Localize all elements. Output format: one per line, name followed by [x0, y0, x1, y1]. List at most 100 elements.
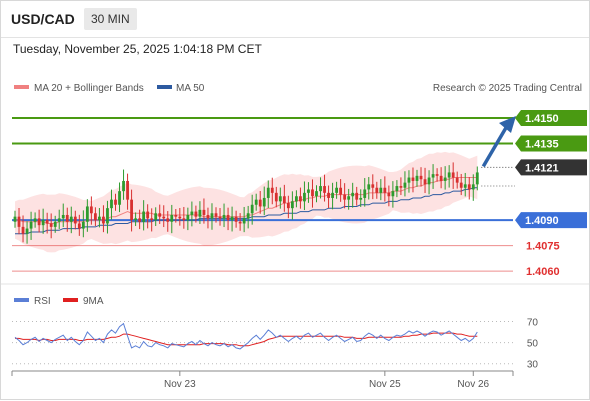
level-label-1-4060: 1.4060: [526, 266, 560, 278]
candle-body: [295, 196, 298, 202]
candle: [170, 204, 174, 234]
candlesticks: [13, 162, 479, 244]
timeframe-button[interactable]: 30 MIN: [84, 8, 137, 30]
candle: [299, 187, 302, 209]
candle-body: [81, 221, 85, 229]
level-label-text: 1.4060: [526, 266, 560, 278]
candle: [98, 207, 101, 228]
current-price-text: 1.4121: [525, 162, 559, 174]
candle: [106, 200, 109, 234]
candle: [459, 173, 463, 196]
candle-body: [234, 216, 238, 222]
candle: [94, 207, 97, 227]
candle: [282, 184, 286, 212]
rsi-legend-swatch: [14, 298, 29, 302]
rsi-panel: 70 50 30: [12, 317, 539, 371]
candle-body: [415, 175, 419, 181]
candle: [182, 206, 186, 229]
candle: [435, 168, 439, 182]
candle-body: [198, 209, 202, 217]
candle: [367, 177, 371, 200]
candle-body: [146, 211, 150, 219]
candle-body: [242, 218, 246, 224]
ma50-legend-label: MA 50: [176, 83, 205, 94]
rsi-line: [14, 322, 478, 350]
ma50-line: [15, 187, 478, 235]
candle-body: [222, 214, 226, 219]
candle: [254, 193, 258, 211]
candle-body: [286, 203, 290, 209]
candle-body: [134, 218, 137, 221]
candle: [138, 209, 142, 230]
candle: [471, 174, 475, 201]
candle: [335, 181, 338, 199]
level-label-box: [515, 135, 587, 152]
candle: [431, 164, 435, 189]
target-arrow: [481, 116, 516, 168]
candle: [278, 187, 282, 209]
candle: [114, 193, 117, 211]
candle-body: [102, 216, 105, 224]
candle: [234, 210, 238, 228]
candle: [447, 165, 451, 188]
level-label-1-4075: 1.4075: [526, 241, 560, 253]
candle-body: [351, 192, 355, 197]
candle: [226, 207, 230, 231]
candle: [77, 214, 81, 236]
candle: [214, 207, 218, 223]
candle-body: [122, 180, 125, 192]
candle-body: [210, 213, 214, 219]
candle-body: [290, 201, 294, 209]
candle-body: [431, 174, 435, 178]
rsi-tick-70: 70: [527, 317, 539, 328]
symbol-title: USD/CAD: [11, 11, 75, 27]
candle-body: [427, 177, 431, 185]
candle-body: [17, 216, 21, 227]
candle-body: [154, 213, 158, 221]
candle-body: [186, 214, 190, 221]
candle-body: [57, 218, 61, 222]
candle: [347, 188, 351, 210]
candle: [45, 212, 49, 234]
candle: [383, 176, 387, 202]
candle: [311, 179, 314, 208]
bollinger-band: [15, 151, 478, 253]
candle-body: [246, 213, 250, 219]
candle-body: [73, 216, 77, 224]
candle-body: [53, 221, 57, 227]
level-labels: 1.4150 1.4135 1.4090 1.4075 1.4060 1.4121: [515, 110, 587, 278]
candle: [154, 207, 158, 227]
candle-body: [214, 213, 218, 217]
candle: [190, 201, 194, 227]
candle: [315, 185, 318, 203]
level-label-text: 1.4150: [525, 113, 559, 125]
candle-body: [451, 172, 455, 178]
level-label-1-4150: 1.4150: [515, 110, 587, 127]
level-label-text: 1.4075: [526, 241, 560, 253]
candle-body: [174, 214, 178, 217]
candle: [262, 186, 266, 216]
candle: [407, 170, 411, 193]
candle: [126, 173, 129, 210]
candle-body: [41, 220, 45, 226]
candle: [339, 179, 343, 202]
candle: [81, 210, 85, 238]
candle: [150, 208, 154, 232]
candle: [130, 189, 133, 232]
candle-body: [383, 187, 387, 193]
candle-body: [395, 186, 399, 192]
candle-body: [61, 214, 65, 219]
candle-body: [250, 204, 254, 214]
candle-body: [331, 192, 334, 198]
candle-body: [158, 213, 162, 217]
candle-body: [335, 187, 338, 193]
ma20-line: [15, 177, 478, 224]
candle: [451, 162, 455, 189]
candle: [13, 210, 17, 228]
candle-body: [419, 175, 423, 180]
candle: [427, 170, 431, 195]
candle-body: [270, 187, 274, 193]
candle-body: [130, 199, 133, 221]
candle-body: [110, 199, 113, 209]
